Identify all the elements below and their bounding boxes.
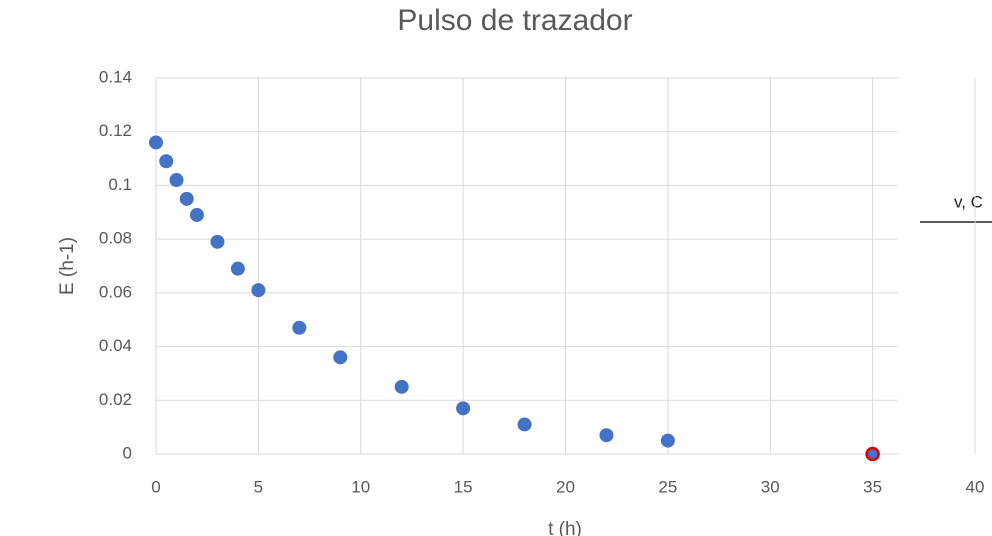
chart-title: Pulso de trazador: [397, 4, 632, 37]
data-point: [230, 261, 245, 276]
data-point: [292, 320, 307, 335]
data-point: [251, 283, 266, 298]
y-axis-title: E (h-1): [57, 237, 78, 295]
y-tick-label: 0: [123, 443, 132, 462]
x-tick-label: 10: [351, 477, 370, 496]
data-point: [660, 433, 675, 448]
x-axis-title: t (h): [548, 519, 582, 536]
x-tick-label: 5: [254, 477, 263, 496]
x-tick-label: 15: [454, 477, 473, 496]
text-fragment: v, C: [954, 192, 983, 211]
y-tick-label: 0.06: [99, 282, 132, 301]
data-point: [865, 446, 880, 462]
y-tick-label: 0.1: [108, 175, 132, 194]
data-point: [394, 379, 409, 394]
y-tick-label: 0.14: [99, 67, 132, 86]
data-point: [333, 350, 348, 365]
y-tick-label: 0.12: [99, 121, 132, 140]
x-tick-label: 40: [966, 477, 985, 496]
data-point: [456, 401, 471, 416]
data-point: [189, 207, 204, 222]
x-tick-label: 0: [151, 477, 160, 496]
data-point: [149, 135, 163, 150]
x-tick-label: 25: [658, 477, 677, 496]
data-point: [599, 428, 614, 443]
data-point: [517, 417, 532, 432]
data-point: [210, 234, 225, 249]
x-tick-label: 20: [556, 477, 575, 496]
data-point: [179, 191, 194, 206]
x-tick-label: 30: [761, 477, 780, 496]
y-tick-label: 0.08: [99, 229, 132, 248]
data-point: [159, 154, 174, 169]
data-point: [169, 173, 184, 188]
y-tick-label: 0.02: [99, 390, 132, 409]
x-tick-label: 35: [863, 477, 882, 496]
y-tick-label: 0.04: [99, 336, 132, 355]
